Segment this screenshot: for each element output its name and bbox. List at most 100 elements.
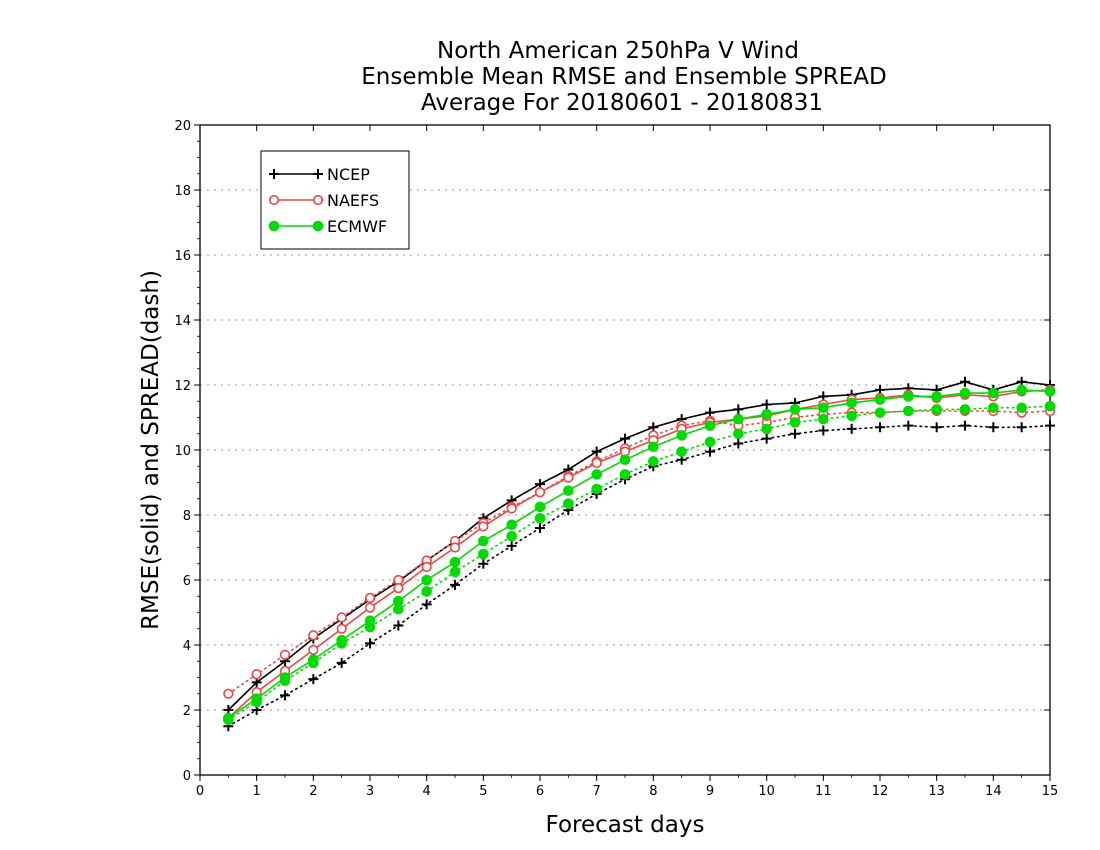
series-ecmwf-rmse-point: [874, 394, 886, 405]
series-ncep-spread-point: [846, 423, 857, 434]
legend: NCEP NAEFS ECMWF: [260, 150, 410, 250]
series-ecmwf-rmse-point: [818, 402, 829, 414]
series-ecmwf-rmse-point: [931, 391, 942, 402]
series-ecmwf-rmse-point: [279, 672, 291, 683]
x-tick-label: 7: [593, 784, 601, 799]
y-axis-label: RMSE(solid) and SPREAD(dash): [138, 270, 164, 630]
legend-label-naefs: NAEFS: [327, 191, 379, 210]
x-axis-label: Forecast days: [546, 812, 705, 838]
legend-marker-end-naefs: [312, 194, 324, 206]
series-ncep: [223, 376, 1055, 732]
series-ecmwf-spread-point: [648, 456, 659, 467]
legend-label-ncep: NCEP: [327, 165, 370, 184]
series-ecmwf-rmse-point: [903, 391, 914, 402]
series-ecmwf-rmse-point: [648, 441, 659, 453]
series-ecmwf-spread-point: [1044, 400, 1056, 412]
series-naefs-spread-point: [393, 574, 404, 586]
series-ecmwf-spread-point: [563, 498, 574, 509]
series-ecmwf-rmse-point: [761, 408, 772, 420]
x-tick-label: 14: [985, 784, 1002, 799]
legend-label-ecmwf: ECMWF: [327, 217, 387, 236]
series-ncep-spread-line: [227, 424, 1051, 728]
series-ecmwf-rmse-point: [251, 693, 262, 704]
series-naefs: [223, 384, 1056, 724]
series-ecmwf-spread-point: [846, 410, 857, 422]
series-ncep-spread-point: [506, 540, 517, 551]
series-ncep-spread-point: [336, 657, 347, 668]
series-ncep-rmse-point: [761, 399, 772, 410]
series-ecmwf-spread-point: [704, 436, 716, 448]
series-ecmwf-spread-point: [959, 404, 971, 415]
x-tick-label: 5: [479, 784, 487, 799]
series-ncep-spread-point: [790, 428, 800, 439]
legend-item-ecmwf: ECMWF: [268, 217, 387, 236]
series-ecmwf-spread-point: [761, 423, 772, 435]
series-ncep-rmse-point: [733, 404, 744, 415]
series-ecmwf-rmse-line: [227, 389, 1051, 719]
series-ncep-spread-point: [818, 425, 829, 436]
series-ecmwf-rmse-point: [988, 387, 999, 399]
series-ecmwf-spread-point: [421, 586, 432, 597]
series-ecmwf-rmse-point: [1044, 386, 1056, 397]
title-line-2: Ensemble Mean RMSE and Ensemble SPREAD: [361, 64, 886, 90]
series-ncep-spread-point: [535, 523, 545, 533]
series-ecmwf-spread-point: [988, 402, 999, 414]
y-tick-label: 18: [174, 184, 191, 199]
legend-marker-start-ncep: [269, 169, 279, 179]
series-ecmwf-spread-point: [506, 530, 517, 542]
title-line-1: North American 250hPa V Wind: [437, 38, 799, 64]
title-line-3: Average For 20180601 - 20180831: [421, 90, 823, 116]
series-ncep-spread-point: [365, 638, 375, 649]
y-tick-label: 10: [174, 444, 191, 459]
series-ncep-spread-point: [705, 446, 715, 457]
y-tick-label: 2: [183, 704, 191, 719]
series-ncep-spread-point: [421, 599, 432, 610]
x-tick-label: 2: [309, 784, 317, 799]
series-naefs-spread-point: [279, 649, 291, 660]
series-ecmwf-rmse-point: [364, 615, 376, 626]
series-naefs-spread-point: [364, 592, 376, 603]
x-tick-label: 9: [706, 784, 714, 799]
series-naefs-rmse-point: [421, 561, 432, 573]
series-ecmwf-rmse-point: [308, 654, 319, 665]
series-ecmwf-rmse-point: [421, 574, 432, 586]
y-tick-label: 4: [183, 639, 191, 654]
y-tick-label: 8: [183, 509, 191, 524]
series-ncep-spread-point: [761, 433, 772, 444]
series-ncep-spread-point: [478, 558, 489, 569]
series-naefs-rmse-point: [308, 644, 319, 655]
x-tick-label: 11: [815, 784, 832, 799]
series-ecmwf-spread-point: [676, 446, 687, 457]
series-naefs-spread-point: [223, 688, 234, 699]
series-ncep-spread-point: [988, 422, 999, 433]
series-ecmwf-rmse-point: [506, 519, 517, 531]
series-ecmwf-spread-point: [903, 405, 914, 417]
series-ecmwf-spread-point: [591, 483, 602, 495]
series-ecmwf-rmse-point: [846, 397, 857, 409]
series-ecmwf-spread-point: [534, 512, 546, 524]
legend-marker-start-ecmwf: [268, 220, 280, 232]
series-ecmwf-spread-point: [1016, 402, 1027, 414]
series-naefs-spread-point: [251, 669, 262, 680]
series-ncep-rmse-point: [960, 376, 970, 387]
y-tick-label: 6: [183, 574, 191, 589]
series-naefs-rmse-point: [506, 503, 517, 514]
series-naefs-rmse-point: [449, 542, 461, 553]
series-ncep-spread-point: [308, 674, 319, 685]
x-tick-label: 1: [253, 784, 261, 799]
x-tick-label: 12: [872, 784, 889, 799]
series-ecmwf-spread-point: [733, 428, 744, 440]
x-tick-label: 15: [1042, 784, 1059, 799]
series-ecmwf-rmse-point: [619, 454, 631, 466]
x-tick-label: 13: [928, 784, 945, 799]
series-naefs-rmse-line: [227, 389, 1051, 719]
series-ecmwf-rmse-point: [478, 535, 489, 547]
series-ncep-spread-point: [1016, 422, 1027, 433]
x-tick-label: 0: [196, 784, 204, 799]
series-ecmwf-rmse-point: [676, 430, 687, 441]
series-ecmwf-spread-point: [931, 404, 942, 415]
series-ecmwf-rmse-point: [733, 413, 744, 425]
series-ecmwf-rmse-point: [959, 387, 971, 399]
